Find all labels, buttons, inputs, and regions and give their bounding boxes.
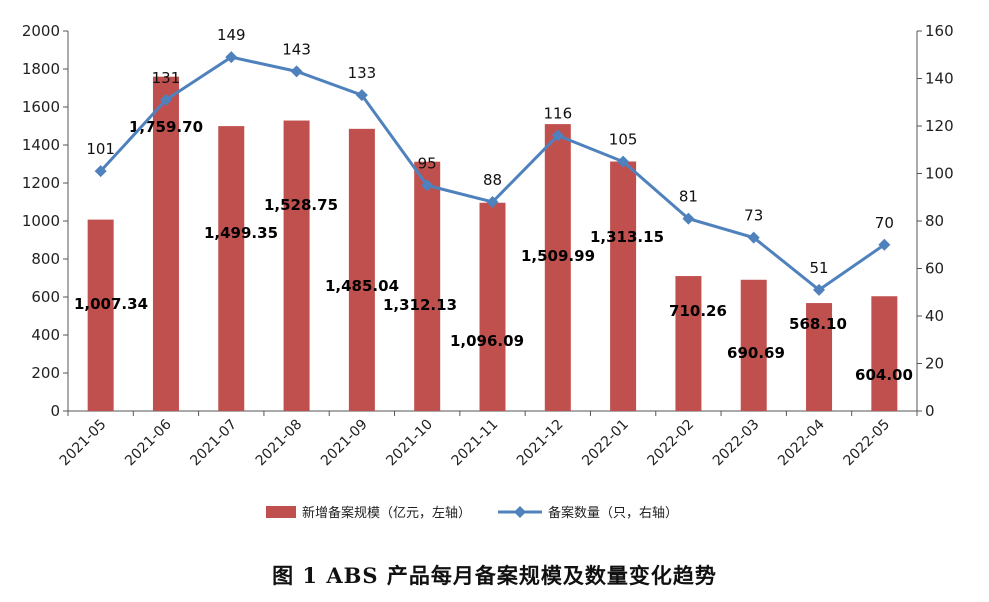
line-data-label: 73: [744, 207, 763, 225]
line-data-label: 81: [679, 188, 698, 206]
x-tick-label: 2021-12: [514, 417, 567, 470]
x-tick-label: 2021-05: [57, 417, 110, 470]
y-left-tick-label: 1400: [22, 136, 60, 154]
y-left-tick-label: 2000: [22, 22, 60, 40]
bar: [283, 120, 310, 411]
y-left-tick-label: 400: [31, 326, 60, 344]
y-right-tick-label: 0: [925, 402, 935, 420]
legend-line-marker: [514, 506, 526, 518]
bar-data-label: 1,509.99: [521, 247, 595, 265]
legend-bar-label: 新增备案规模（亿元，左轴）: [302, 505, 471, 521]
line-marker: [159, 93, 172, 106]
x-tick-label: 2021-06: [122, 416, 175, 469]
line-data-label: 88: [483, 171, 502, 189]
line-marker: [355, 89, 368, 102]
line-marker: [486, 196, 499, 208]
bar: [806, 303, 833, 411]
y-right-tick-label: 40: [925, 307, 944, 325]
bar: [675, 276, 702, 411]
x-tick-label: 2022-05: [840, 417, 893, 470]
y-left-tick-label: 200: [31, 364, 60, 382]
line-marker: [290, 65, 303, 78]
line-data-label: 70: [875, 214, 894, 232]
y-right-tick-label: 80: [925, 212, 944, 230]
x-tick-label: 2022-01: [579, 417, 632, 470]
line-data-label: 51: [809, 259, 828, 277]
line-data-label: 143: [282, 40, 311, 58]
bar-data-label: 1,312.13: [383, 296, 457, 314]
bar: [479, 202, 506, 411]
bar-data-label: 1,313.15: [590, 228, 664, 246]
line-marker: [225, 51, 238, 64]
bar-data-label: 710.26: [669, 302, 727, 320]
line-marker: [747, 231, 760, 244]
line-data-label: 149: [217, 26, 246, 44]
line-data-label: 105: [609, 131, 638, 149]
y-right-tick-label: 60: [925, 260, 944, 278]
x-tick-label: 2022-04: [775, 416, 828, 469]
line-marker: [682, 212, 695, 225]
line-data-label: 133: [348, 64, 377, 82]
bar: [871, 296, 898, 411]
line-data-label: 131: [152, 69, 181, 87]
bar-data-label: 568.10: [789, 315, 847, 333]
line-data-label: 116: [543, 105, 572, 123]
bar: [152, 76, 179, 412]
y-left-tick-label: 600: [31, 288, 60, 306]
y-right-tick-label: 160: [925, 22, 954, 40]
line-marker: [551, 129, 564, 142]
y-right-tick-label: 120: [925, 117, 954, 135]
line-marker: [617, 155, 630, 168]
bar: [348, 128, 375, 411]
bar-data-label: 1,759.70: [129, 118, 203, 136]
bar-data-label: 1,485.04: [325, 277, 399, 295]
bar-data-label: 604.00: [855, 366, 913, 384]
line-marker: [878, 238, 891, 251]
legend-bar-swatch: [266, 506, 296, 518]
bar-data-label: 690.69: [727, 344, 785, 362]
y-right-tick-label: 20: [925, 355, 944, 373]
x-tick-label: 2022-03: [710, 417, 763, 470]
line-marker: [813, 283, 826, 296]
legend-line-label: 备案数量（只，右轴）: [548, 505, 678, 521]
y-left-tick-label: 1600: [22, 98, 60, 116]
bar-data-label: 1,499.35: [204, 224, 278, 242]
y-left-tick-label: 0: [50, 402, 60, 420]
chart: 0200400600800100012001400160018002000020…: [22, 22, 954, 521]
y-left-tick-label: 1200: [22, 174, 60, 192]
x-tick-label: 2021-07: [187, 417, 240, 470]
bar-data-label: 1,096.09: [450, 332, 524, 350]
bar: [414, 161, 441, 411]
x-tick-label: 2021-11: [449, 417, 502, 470]
figure-caption: 图 1 ABS 产品每月备案规模及数量变化趋势: [272, 563, 717, 588]
bar-data-label: 1,528.75: [264, 196, 338, 214]
bar: [610, 161, 637, 411]
bar-data-label: 1,007.34: [74, 295, 148, 313]
line-marker: [421, 179, 434, 192]
line-marker: [94, 165, 107, 178]
x-tick-label: 2021-09: [318, 417, 371, 470]
bar: [87, 219, 114, 411]
line-data-label: 101: [86, 140, 115, 158]
y-left-tick-label: 800: [31, 250, 60, 268]
y-left-tick-label: 1000: [22, 212, 60, 230]
line-data-label: 95: [418, 154, 437, 172]
x-tick-label: 2021-08: [253, 417, 306, 470]
bar: [544, 124, 571, 411]
y-right-tick-label: 140: [925, 70, 954, 88]
x-tick-label: 2021-10: [383, 417, 436, 470]
x-tick-label: 2022-02: [645, 417, 698, 470]
bar: [218, 126, 245, 411]
y-left-tick-label: 1800: [22, 60, 60, 78]
bar: [740, 279, 767, 411]
y-right-tick-label: 100: [925, 165, 954, 183]
